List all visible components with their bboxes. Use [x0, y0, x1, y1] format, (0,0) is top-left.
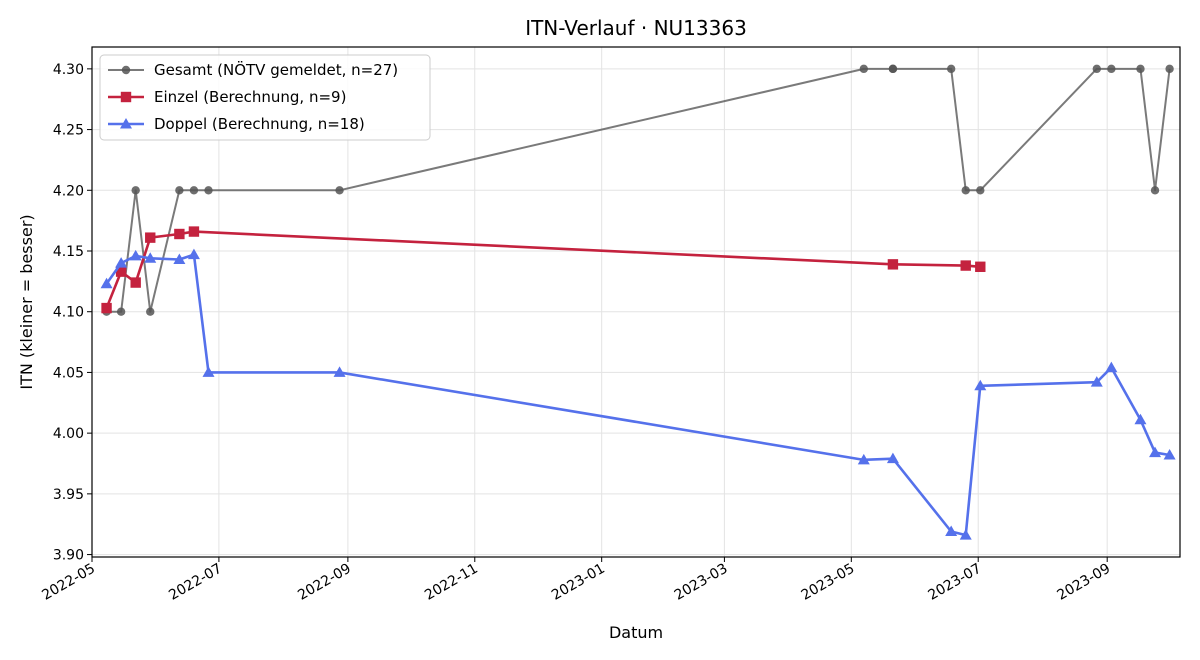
legend-swatch-marker	[120, 91, 132, 103]
legend-swatch-marker	[120, 118, 132, 129]
data-point	[115, 266, 127, 277]
y-tick-label: 3.95	[53, 487, 84, 503]
series-2	[100, 248, 1176, 540]
data-point	[144, 252, 157, 263]
data-point	[146, 307, 155, 316]
data-point	[100, 277, 113, 289]
y-tick-label: 4.15	[53, 244, 84, 260]
data-point	[959, 529, 972, 540]
y-tick-label: 4.20	[53, 183, 84, 199]
data-point	[975, 261, 986, 272]
data-point	[945, 525, 958, 536]
y-tick-label: 3.90	[53, 548, 84, 564]
chart-title: ITN-Verlauf · NU13363	[525, 16, 747, 40]
data-point	[859, 64, 868, 74]
data-point	[187, 248, 200, 260]
data-point	[1165, 64, 1174, 74]
data-point	[888, 64, 898, 74]
data-point	[976, 186, 985, 195]
y-tick-label: 4.25	[53, 123, 84, 139]
data-point	[202, 366, 215, 377]
y-tick-label: 4.30	[53, 62, 84, 78]
data-point	[1107, 64, 1116, 74]
legend-label: Doppel (Berechnung, n=18)	[154, 115, 365, 133]
y-tick-label: 4.05	[53, 365, 84, 381]
series-layer	[100, 64, 1176, 540]
y-tick-label: 4.10	[53, 305, 84, 321]
data-point	[131, 186, 140, 195]
x-axis-title: Datum	[609, 623, 663, 642]
legend-swatch-marker	[121, 65, 131, 75]
data-point	[204, 186, 213, 195]
data-point	[145, 232, 156, 243]
series-line	[106, 67, 1171, 313]
data-point	[130, 277, 141, 288]
data-point	[174, 228, 185, 240]
data-point	[115, 257, 128, 268]
plot-frame	[91, 46, 1181, 558]
data-point	[1136, 64, 1145, 74]
data-point	[857, 453, 870, 465]
data-point	[1134, 413, 1147, 425]
series-1	[101, 226, 986, 314]
data-point	[1105, 361, 1118, 373]
data-point	[1090, 376, 1103, 387]
data-point	[173, 253, 186, 264]
data-point	[974, 379, 987, 391]
data-point	[175, 186, 184, 195]
legend-box	[99, 54, 431, 141]
data-point	[1092, 64, 1101, 74]
data-point	[960, 260, 971, 271]
data-point	[887, 259, 899, 270]
data-point	[1149, 446, 1162, 458]
data-point	[129, 249, 142, 261]
legend-label: Gesamt (NÖTV gemeldet, n=27)	[154, 60, 398, 79]
data-point	[335, 186, 344, 195]
data-point	[101, 302, 112, 314]
y-axis-title: ITN (kleiner = besser)	[17, 214, 36, 389]
data-point	[188, 226, 200, 237]
data-point	[333, 366, 346, 377]
data-point	[189, 186, 199, 195]
legend: Gesamt (NÖTV gemeldet, n=27) Einzel (Bere…	[99, 54, 431, 141]
data-point	[946, 64, 956, 74]
data-point	[116, 307, 126, 316]
data-point	[961, 186, 970, 195]
legend-label: Einzel (Berechnung, n=9)	[154, 88, 346, 106]
y-tick-label: 4.00	[53, 426, 84, 442]
data-point	[886, 452, 899, 464]
data-point	[1150, 186, 1160, 195]
data-point	[1163, 449, 1176, 460]
